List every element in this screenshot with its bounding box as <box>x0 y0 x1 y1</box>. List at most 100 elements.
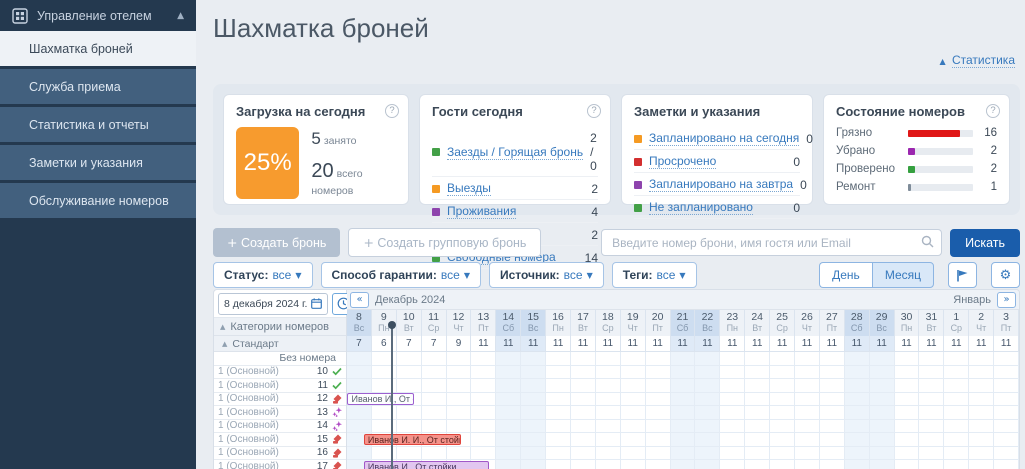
grid-cell[interactable] <box>844 352 870 366</box>
grid-cell[interactable] <box>844 433 870 447</box>
note-stat-link[interactable]: Просрочено <box>649 154 717 169</box>
grid-cell[interactable] <box>571 446 596 460</box>
grid-cell[interactable] <box>720 365 746 379</box>
grid-cell[interactable] <box>969 460 995 469</box>
grid-cell[interactable] <box>695 352 721 366</box>
grid-cell[interactable] <box>795 433 820 447</box>
grid-cell[interactable] <box>919 392 945 406</box>
grid-cell[interactable] <box>894 433 920 447</box>
grid-cell[interactable] <box>944 379 970 393</box>
grid-cell[interactable] <box>994 406 1019 420</box>
grid-cell[interactable] <box>471 419 497 433</box>
grid-cell[interactable] <box>745 406 771 420</box>
grid-cell[interactable] <box>571 433 596 447</box>
grid-cell[interactable] <box>894 392 920 406</box>
grid-cell[interactable] <box>595 460 621 469</box>
grid-cell[interactable] <box>795 392 820 406</box>
grid-cell[interactable] <box>471 433 497 447</box>
grid-cell[interactable] <box>844 379 870 393</box>
grid-cell[interactable] <box>645 460 671 469</box>
grid-cell[interactable] <box>645 379 671 393</box>
grid-cell[interactable] <box>421 406 447 420</box>
grid-cell[interactable] <box>944 460 970 469</box>
grid-cell[interactable] <box>944 406 970 420</box>
grid-cell[interactable] <box>595 419 621 433</box>
grid-cell[interactable] <box>421 419 447 433</box>
grid-cell[interactable] <box>620 352 646 366</box>
grid-cell[interactable] <box>919 460 945 469</box>
grid-cell[interactable] <box>421 446 447 460</box>
room-status-dirty[interactable] <box>331 434 342 444</box>
grid-cell[interactable] <box>695 406 721 420</box>
grid-cell[interactable] <box>894 352 920 366</box>
grid-cell[interactable] <box>795 406 820 420</box>
sidebar-header-hotel-management[interactable]: Управление отелем ▲ <box>0 0 196 31</box>
grid-cell[interactable] <box>770 392 796 406</box>
grid-cell[interactable] <box>347 352 372 366</box>
grid-cell[interactable] <box>521 352 547 366</box>
grid-cell[interactable] <box>869 446 895 460</box>
grid-cell[interactable] <box>770 352 796 366</box>
grid-cell[interactable] <box>396 352 422 366</box>
grid-cell[interactable] <box>819 446 845 460</box>
grid-cell[interactable] <box>347 379 372 393</box>
grid-cell[interactable] <box>546 433 572 447</box>
grid-cell[interactable] <box>645 433 671 447</box>
grid-cell[interactable] <box>994 392 1019 406</box>
grid-cell[interactable] <box>645 352 671 366</box>
filter-button-0[interactable]: Статус: все ▼ <box>213 262 313 288</box>
grid-cell[interactable] <box>471 446 497 460</box>
grid-cell[interactable] <box>720 433 746 447</box>
grid-cell[interactable] <box>944 365 970 379</box>
grid-cell[interactable] <box>620 392 646 406</box>
grid-cell[interactable] <box>819 433 845 447</box>
next-month-button[interactable]: » <box>997 291 1016 308</box>
view-day-button[interactable]: День <box>819 262 872 288</box>
grid-cell[interactable] <box>944 392 970 406</box>
grid-cell[interactable] <box>819 392 845 406</box>
sidebar-item-4[interactable]: Обслуживание номеров <box>0 183 196 218</box>
grid-cell[interactable] <box>795 352 820 366</box>
grid-cell[interactable] <box>396 446 422 460</box>
grid-cell[interactable] <box>446 392 472 406</box>
grid-cell[interactable] <box>670 365 696 379</box>
grid-cell[interactable] <box>595 379 621 393</box>
grid-cell[interactable] <box>720 446 746 460</box>
grid-cell[interactable] <box>620 419 646 433</box>
grid-cell[interactable] <box>347 365 372 379</box>
grid-cell[interactable] <box>347 419 372 433</box>
grid-cell[interactable] <box>496 433 522 447</box>
grid-cell[interactable] <box>869 406 895 420</box>
grid-cell[interactable] <box>521 433 547 447</box>
grid-cell[interactable] <box>521 446 547 460</box>
grid-cell[interactable] <box>446 446 472 460</box>
grid-cell[interactable] <box>720 392 746 406</box>
room-status-checked[interactable] <box>331 367 342 376</box>
help-icon[interactable]: ? <box>385 104 399 118</box>
grid-cell[interactable] <box>994 379 1019 393</box>
grid-cell[interactable] <box>770 419 796 433</box>
grid-cell[interactable] <box>894 379 920 393</box>
grid-cell[interactable] <box>869 379 895 393</box>
grid-cell[interactable] <box>919 379 945 393</box>
grid-cell[interactable] <box>496 460 522 469</box>
grid-cell[interactable] <box>819 352 845 366</box>
grid-cell[interactable] <box>571 352 596 366</box>
grid-cell[interactable] <box>521 379 547 393</box>
grid-cell[interactable] <box>521 406 547 420</box>
grid-cell[interactable] <box>446 406 472 420</box>
create-booking-button[interactable]: + Создать бронь <box>213 228 341 257</box>
grid-cell[interactable] <box>396 379 422 393</box>
grid-cell[interactable] <box>894 460 920 469</box>
grid-cell[interactable] <box>770 406 796 420</box>
grid-cell[interactable] <box>571 379 596 393</box>
grid-cell[interactable] <box>546 419 572 433</box>
grid-cell[interactable] <box>994 446 1019 460</box>
grid-cell[interactable] <box>869 392 895 406</box>
grid-cell[interactable] <box>819 365 845 379</box>
grid-cell[interactable] <box>446 352 472 366</box>
room-status-cleaned[interactable] <box>331 420 342 431</box>
grid-cell[interactable] <box>969 392 995 406</box>
grid-cell[interactable] <box>745 392 771 406</box>
grid-cell[interactable] <box>844 406 870 420</box>
